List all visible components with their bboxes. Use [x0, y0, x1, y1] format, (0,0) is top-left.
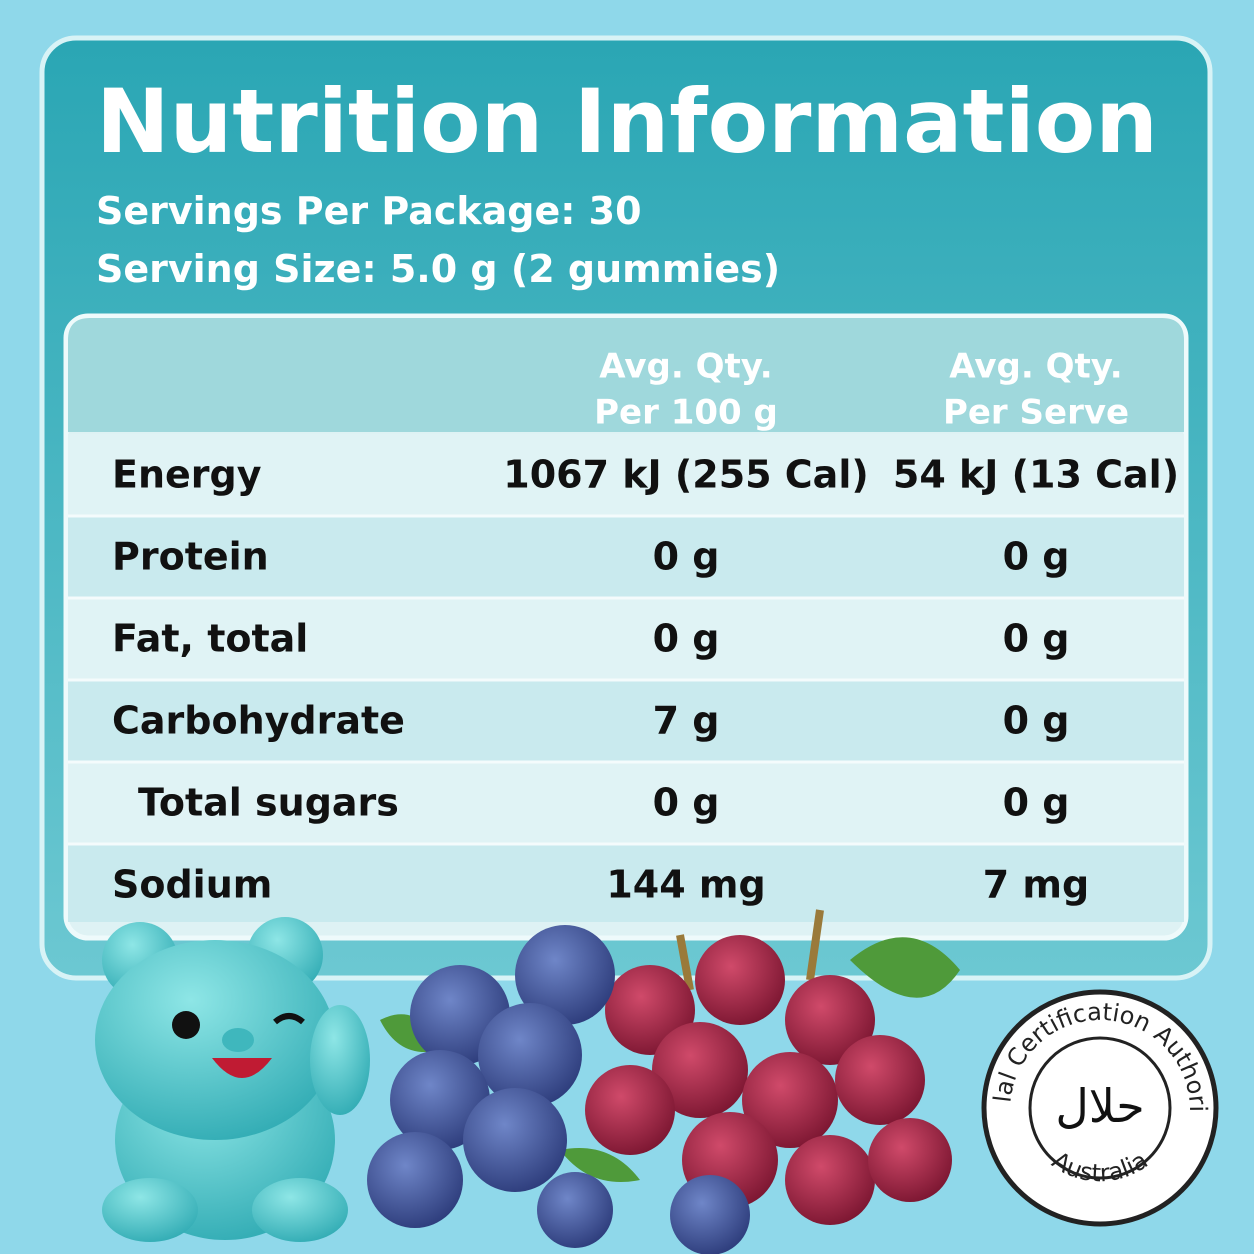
cell-value: 54 kJ (13 Cal) — [893, 453, 1179, 497]
table-row — [68, 434, 1184, 516]
column-header: Avg. Qty. — [599, 347, 772, 387]
row-label: Carbohydrate — [112, 699, 405, 743]
servings: Servings Per Package: 30 — [96, 189, 642, 233]
table-header — [68, 318, 1184, 432]
table-row — [68, 516, 1184, 598]
table: Avg. Qty. Per 100 g Avg. Qty. Per Serve Ener… — [68, 347, 1184, 922]
cell-value: 0 g — [653, 535, 720, 579]
table-row — [68, 598, 1184, 680]
column-header: Per 100 g — [594, 393, 778, 433]
cell-value: 0 g — [653, 781, 720, 825]
cell-value: 7 g — [653, 699, 720, 743]
serving-size: Serving Size: 5.0 g (2 gummies) — [96, 247, 780, 291]
table-row — [68, 762, 1184, 844]
cell-value: 7 mg — [983, 863, 1089, 907]
cell-value: 1067 kJ (255 Cal) — [503, 453, 868, 497]
row-label: Energy — [112, 453, 262, 497]
cell-value: 0 g — [1003, 699, 1070, 743]
row-label: Fat, total — [112, 617, 308, 661]
table-row — [68, 680, 1184, 762]
cell-value: 144 mg — [606, 863, 765, 907]
cell-value: 0 g — [1003, 535, 1070, 579]
title: Nutrition Information — [96, 70, 1158, 173]
column-header: Per Serve — [943, 393, 1129, 433]
cell-value: 0 g — [653, 617, 720, 661]
badge-center: حلال — [1055, 1079, 1144, 1133]
row-label: Total sugars — [138, 781, 399, 825]
table-row — [68, 844, 1184, 922]
fruit — [367, 909, 960, 1255]
row-label: Protein — [112, 535, 269, 579]
cell-value: 0 g — [1003, 781, 1070, 825]
column-header: Avg. Qty. — [949, 347, 1122, 387]
gummy-bear — [95, 917, 370, 1242]
row-label: Sodium — [112, 863, 272, 907]
cell-value: 0 g — [1003, 617, 1070, 661]
